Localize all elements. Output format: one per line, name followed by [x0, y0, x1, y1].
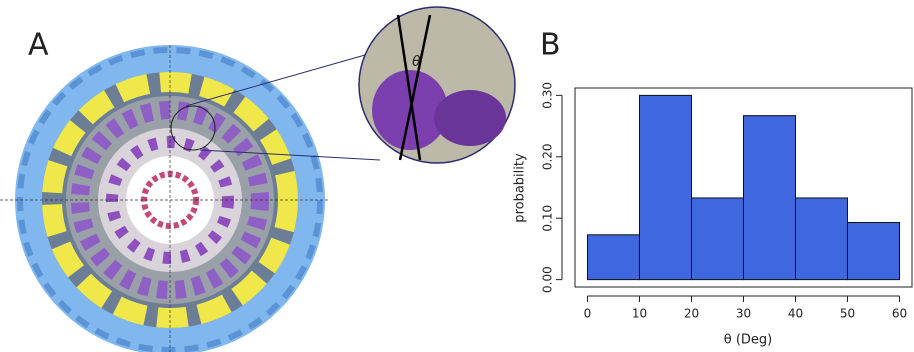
- x-tick-label: 50: [840, 307, 855, 321]
- y-axis-label: probability: [513, 153, 528, 223]
- x-tick-label: 30: [736, 307, 751, 321]
- figure: A θ B θ (Deg) probability 0.00 0.10 0.20 0.…: [0, 0, 914, 352]
- panel-label: B: [540, 28, 561, 63]
- x-axis-label: θ (Deg): [724, 333, 773, 348]
- x-tick-label: 20: [684, 307, 699, 321]
- y-tick-label: 0.00: [541, 266, 555, 293]
- y-tick-label: 0.30: [541, 82, 555, 109]
- x-tick-label: 0: [584, 307, 592, 321]
- bar: [848, 223, 900, 280]
- bar: [744, 116, 796, 280]
- x-tick-label: 10: [632, 307, 647, 321]
- inset-label: θ: [412, 54, 421, 70]
- bar: [587, 235, 639, 280]
- bar: [691, 198, 743, 280]
- x-tick-label: 60: [892, 307, 907, 321]
- y-tick-label: 0.20: [541, 143, 555, 170]
- bar: [639, 95, 691, 279]
- bar: [796, 198, 848, 280]
- y-tick-label: 0.10: [541, 205, 555, 232]
- x-tick-label: 40: [788, 307, 803, 321]
- structure-image: [0, 7, 515, 352]
- panel-label: A: [28, 28, 49, 63]
